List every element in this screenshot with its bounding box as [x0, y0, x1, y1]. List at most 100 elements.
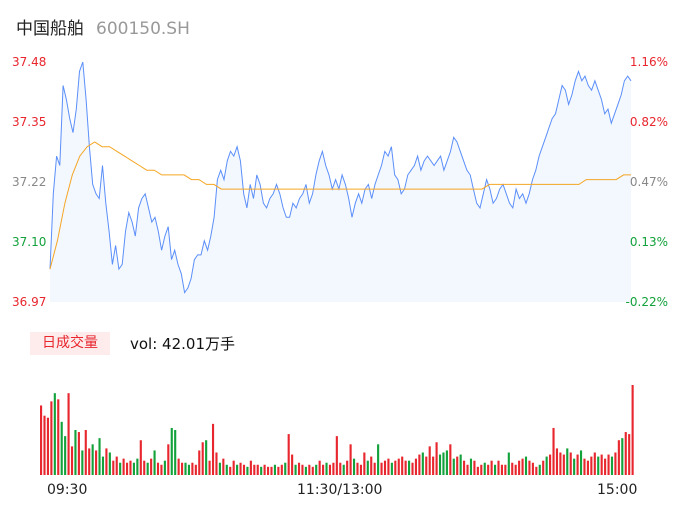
volume-bar	[469, 458, 473, 475]
volume-bar	[74, 430, 77, 475]
volume-bar	[325, 462, 328, 475]
volume-bar	[91, 444, 94, 475]
volume-bar	[167, 444, 170, 475]
volume-bar	[435, 442, 438, 475]
volume-bar	[181, 462, 184, 475]
price-line	[49, 61, 632, 294]
volume-bar	[555, 448, 559, 475]
volume-bar	[500, 464, 503, 475]
volume-bar	[308, 464, 311, 475]
volume-bar	[452, 458, 455, 475]
volume-bar	[249, 460, 252, 475]
volume-bar	[105, 448, 108, 475]
avg-price-line	[49, 141, 631, 270]
volume-bar	[187, 464, 191, 475]
volume-bar	[146, 462, 149, 475]
volume-bar	[287, 434, 290, 475]
y-tick-pct-3: 0.13%	[629, 235, 668, 249]
volume-bar	[304, 466, 307, 475]
volume-bar	[218, 462, 221, 475]
volume-bar	[631, 385, 634, 475]
volume-bar	[490, 460, 493, 475]
volume-bar	[67, 393, 70, 475]
volume-bar	[552, 427, 555, 475]
volume-bar	[418, 454, 421, 475]
volume-bar	[322, 464, 325, 475]
volume-bar	[246, 466, 249, 475]
volume-bar	[504, 464, 507, 475]
volume-bar	[377, 444, 380, 475]
volume-bar	[621, 438, 624, 475]
volume-bar	[332, 462, 335, 475]
volume-bar	[177, 458, 180, 475]
volume-bar	[607, 454, 610, 475]
volume-bar	[586, 460, 589, 475]
volume-bar	[101, 456, 105, 475]
volume-bar	[64, 436, 67, 475]
volume-bar	[43, 415, 46, 475]
volume-bar	[215, 452, 218, 475]
volume-bar	[518, 460, 521, 475]
volume-bar	[566, 448, 569, 475]
volume-bar	[528, 460, 531, 475]
volume-bar	[342, 464, 345, 475]
volume-bar	[129, 460, 132, 475]
volume-bar	[57, 399, 60, 475]
volume-bar	[411, 462, 414, 475]
volume-bar	[511, 462, 514, 475]
volume-bar	[507, 452, 510, 475]
volume-bar	[569, 452, 572, 475]
volume-bar	[624, 432, 627, 475]
volume-bar	[242, 464, 246, 475]
volume-bar	[232, 460, 235, 475]
stock-code: 600150.SH	[96, 19, 190, 39]
volume-bar	[573, 458, 576, 475]
volume-bar	[497, 460, 500, 475]
volume-bar	[459, 454, 462, 475]
volume-bar	[84, 430, 87, 475]
volume-bar	[294, 464, 297, 475]
volume-bar	[284, 462, 287, 475]
volume-bar	[363, 452, 366, 475]
volume-bar	[394, 460, 397, 475]
volume-bar	[483, 462, 486, 475]
volume-bar	[222, 458, 225, 475]
volume-bar	[170, 427, 173, 475]
volume-bar	[88, 448, 91, 475]
volume-bar	[46, 417, 50, 475]
volume-bar	[205, 440, 208, 475]
volume-bar	[583, 458, 586, 475]
volume-bar	[122, 458, 125, 475]
volume-bar	[156, 462, 160, 475]
volume-bar	[373, 462, 376, 475]
volume-bar	[318, 460, 321, 475]
volume-bar	[466, 464, 469, 475]
volume-bar	[538, 464, 541, 475]
volume-bar	[370, 456, 373, 475]
volume-bar	[160, 464, 163, 475]
volume-bar	[208, 460, 211, 475]
volume-bar	[476, 466, 479, 475]
volume-bar	[600, 454, 603, 475]
volume-bar	[225, 464, 228, 475]
y-tick-price-1: 37.35	[12, 115, 47, 129]
volume-bar	[352, 458, 356, 475]
volume-bar	[194, 464, 197, 475]
volume-bar	[521, 458, 524, 475]
volume-bar	[514, 464, 517, 475]
volume-bar	[191, 462, 194, 475]
stock-header: 中国船舶 600150.SH	[16, 14, 190, 39]
volume-bar	[163, 460, 166, 475]
volume-bar	[273, 464, 276, 475]
volume-bar	[593, 452, 596, 475]
volume-bar	[493, 464, 497, 475]
x-tick-midday: 11:30/13:00	[297, 482, 383, 498]
y-tick-pct-1: 0.82%	[629, 115, 668, 129]
y-tick-price-2: 37.22	[12, 175, 47, 189]
volume-bar	[253, 464, 256, 475]
volume-bar	[531, 462, 534, 475]
volume-bar	[383, 460, 387, 475]
volume-bar	[50, 401, 53, 475]
volume-bar	[421, 452, 424, 475]
price-chart	[49, 61, 632, 302]
